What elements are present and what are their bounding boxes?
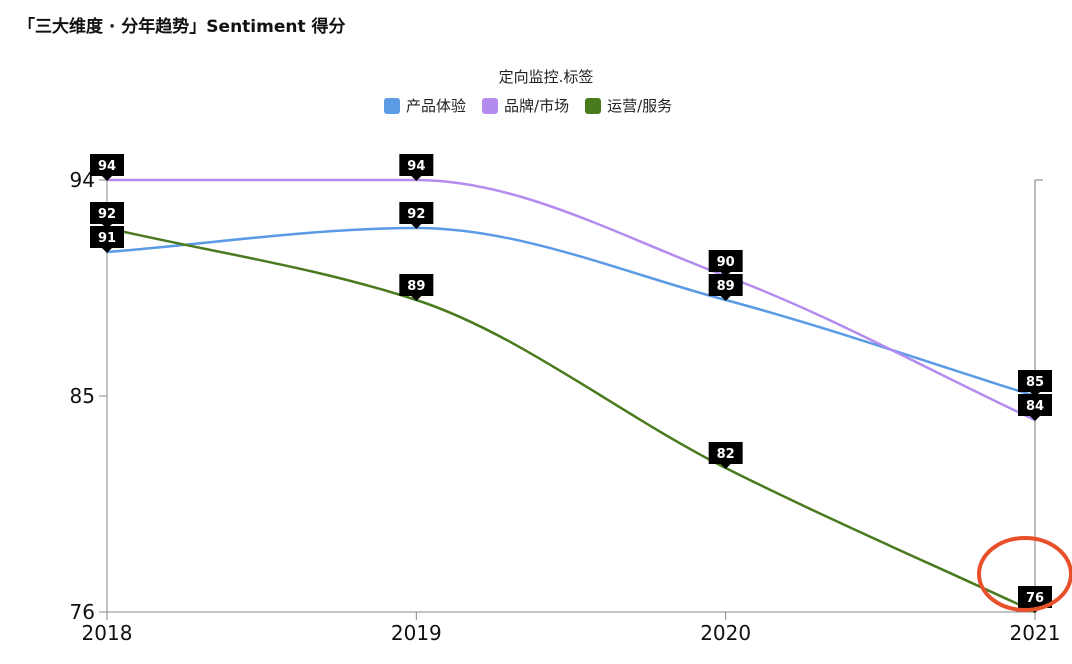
data-label-text: 84	[1026, 399, 1044, 414]
data-label-text: 94	[98, 159, 116, 174]
data-label-box	[1018, 586, 1052, 608]
legend-label: 产品体验	[406, 97, 467, 115]
data-label-pointer	[411, 224, 422, 229]
data-label-text: 76	[1026, 591, 1044, 606]
data-label-pointer	[720, 464, 731, 469]
data-label: 90	[708, 250, 743, 277]
data-label-text: 92	[407, 207, 425, 222]
legend-swatch	[482, 97, 499, 114]
data-label-pointer	[102, 176, 112, 181]
x-tick-label: 2018	[82, 621, 133, 645]
data-label-pointer	[720, 272, 731, 277]
data-label-text: 82	[717, 447, 735, 462]
series-line	[106, 226, 1036, 614]
x-tick-label: 2019	[391, 621, 442, 645]
data-label-text: 85	[1026, 375, 1044, 390]
data-label-text: 90	[717, 255, 735, 270]
data-label-pointer	[411, 296, 422, 301]
data-label: 91	[90, 226, 124, 253]
data-label: 85	[1018, 370, 1052, 397]
data-label-text: 89	[407, 279, 425, 294]
legend-item[interactable]: 运营/服务	[585, 95, 672, 116]
data-label-text: 94	[407, 159, 425, 174]
data-label: 92	[90, 202, 124, 229]
series-line	[107, 178, 1036, 422]
data-label-pointer	[102, 248, 112, 253]
data-label-box	[708, 274, 743, 296]
x-tick-label: 2020	[700, 621, 751, 645]
y-tick-label: 85	[70, 384, 95, 408]
data-label: 94	[399, 154, 434, 181]
data-label-pointer	[720, 296, 731, 301]
data-label-text: 91	[98, 231, 116, 246]
data-label-box	[90, 202, 124, 224]
data-label-box	[399, 274, 434, 296]
data-label-box	[1018, 370, 1052, 392]
data-label: 92	[399, 202, 434, 229]
legend-label: 品牌/市场	[504, 97, 570, 115]
legend-swatch	[585, 97, 602, 114]
data-label: 76	[1018, 586, 1052, 613]
data-label-box	[90, 154, 124, 176]
data-label-text: 92	[98, 207, 116, 222]
legend-title: 定向监控.标签	[498, 68, 594, 86]
x-tick-label: 2021	[1010, 621, 1061, 645]
legend-item[interactable]: 产品体验	[384, 95, 466, 116]
data-label-box	[90, 226, 124, 248]
data-label-box	[399, 154, 434, 176]
data-label: 82	[708, 442, 743, 469]
data-label: 89	[399, 274, 434, 301]
chart-title: 「三大维度 · 分年趋势」Sentiment 得分	[18, 17, 346, 37]
legend-label: 运营/服务	[607, 97, 673, 115]
y-tick-label: 76	[70, 600, 95, 624]
data-label-box	[399, 202, 434, 224]
data-label-pointer	[102, 224, 112, 229]
data-label-text: 89	[717, 279, 735, 294]
series-line	[106, 226, 1036, 398]
data-label-pointer	[1030, 416, 1040, 421]
data-label-box	[708, 250, 743, 272]
legend-swatch	[384, 97, 400, 114]
legend-item[interactable]: 品牌/市场	[482, 95, 569, 116]
data-label: 84	[1018, 394, 1052, 421]
highlight-circle	[977, 536, 1072, 612]
data-label-pointer	[411, 176, 422, 181]
data-label: 94	[90, 154, 124, 181]
legend: 产品体验 品牌/市场 运营/服务	[384, 95, 672, 116]
data-label-box	[708, 442, 743, 464]
data-label: 89	[708, 274, 743, 301]
data-label-box	[1018, 394, 1052, 416]
